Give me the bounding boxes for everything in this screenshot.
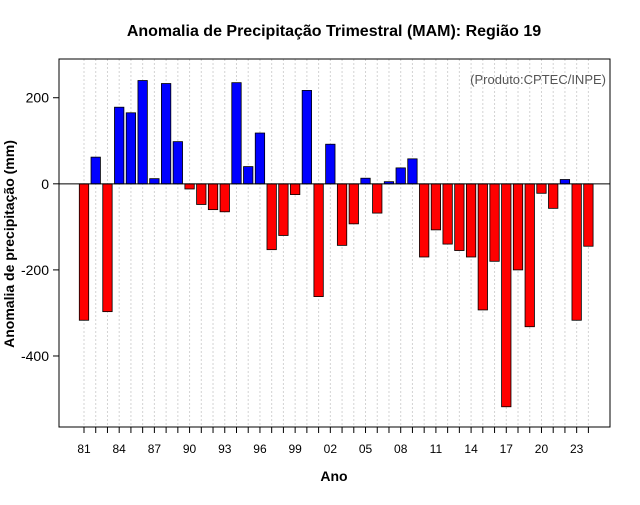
chart-title: Anomalia de Precipitação Trimestral (MAM… (127, 23, 541, 40)
y-axis: -400 -200 0 200 (21, 90, 59, 364)
x-tick-label: 90 (183, 442, 197, 456)
bar-1996 (254, 132, 266, 185)
x-tick-label: 96 (253, 442, 267, 456)
y-axis-label: Anomalia de precipitação (mm) (1, 140, 17, 348)
bar-1987 (149, 178, 160, 185)
bar-2001 (313, 183, 324, 297)
x-tick-label: 23 (570, 442, 584, 456)
bar-1998 (278, 183, 289, 236)
bar-2018 (512, 183, 524, 271)
y-tick-label: -200 (21, 262, 49, 278)
bar-2003 (336, 183, 348, 246)
bar-2014 (465, 183, 477, 258)
bar-2019 (524, 183, 535, 328)
bar-1989 (172, 141, 183, 185)
bar-1994 (231, 82, 242, 185)
y-tick-label: 200 (26, 90, 50, 106)
bar-2005 (360, 177, 371, 185)
bar-2015 (477, 183, 488, 311)
bars (78, 80, 594, 408)
bar-1993 (219, 183, 230, 213)
bar-2021 (548, 183, 559, 209)
x-tick-label: 99 (288, 442, 302, 456)
bar-2017 (501, 183, 512, 408)
x-tick-label: 87 (148, 442, 162, 456)
bar-1986 (137, 80, 148, 185)
bar-1981 (78, 183, 90, 321)
x-tick-label: 14 (464, 442, 478, 456)
bar-2011 (430, 183, 442, 231)
x-tick-label: 93 (218, 442, 232, 456)
bar-2004 (348, 183, 359, 225)
bar-1985 (125, 112, 137, 185)
x-tick-label: 20 (535, 442, 549, 456)
bar-2024 (583, 183, 594, 247)
bar-2002 (325, 143, 336, 185)
x-tick-label: 84 (113, 442, 127, 456)
x-axis-label: Ano (320, 468, 347, 484)
bar-1983 (102, 183, 113, 313)
bar-2012 (442, 183, 453, 245)
plot-frame (58, 58, 611, 428)
bar-2022 (559, 179, 571, 185)
bar-1988 (161, 83, 172, 185)
bar-1990 (184, 183, 195, 190)
bar-1991 (196, 183, 207, 205)
x-tick-label: 05 (359, 442, 373, 456)
bar-2010 (419, 183, 430, 258)
x-tick-label: 02 (324, 442, 338, 456)
x-tick-label: 17 (500, 442, 514, 456)
bar-2016 (489, 183, 500, 262)
bar-1997 (266, 183, 277, 251)
bar-2013 (454, 183, 465, 251)
y-tick-label: 0 (41, 176, 49, 192)
bar-2020 (536, 183, 547, 194)
x-axis: 81 84 87 90 93 96 99 02 05 08 11 14 17 20 23 (77, 427, 589, 456)
bar-2009 (407, 158, 418, 185)
bar-2023 (571, 183, 582, 321)
x-tick-label: 81 (77, 442, 91, 456)
bar-1999 (290, 183, 301, 195)
x-tick-label: 11 (430, 442, 443, 456)
bar-1984 (114, 106, 125, 185)
source-annotation: (Produto:CPTEC/INPE) (470, 72, 606, 87)
bar-1992 (207, 183, 219, 211)
bar-2006 (372, 183, 383, 214)
bar-2000 (301, 90, 312, 185)
bar-2008 (395, 167, 406, 185)
x-tick-label: 08 (394, 442, 408, 456)
y-tick-label: -400 (21, 348, 49, 364)
bar-1995 (243, 166, 254, 185)
bar-1982 (90, 156, 101, 185)
